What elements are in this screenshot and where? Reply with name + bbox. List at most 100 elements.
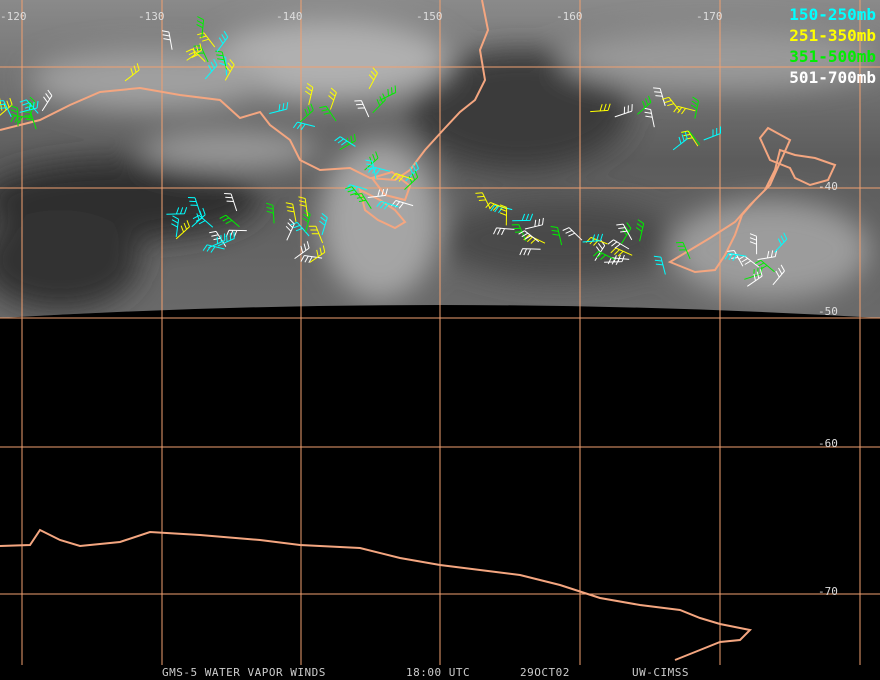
- wind-barb: [367, 166, 391, 175]
- wind-barb: [391, 200, 414, 209]
- latitude-label: -60: [818, 437, 838, 450]
- wind-barb: [208, 233, 226, 249]
- wind-barb: [367, 188, 388, 198]
- wind-barb: [662, 96, 681, 112]
- wind-barb: [185, 48, 206, 62]
- wind-barb: [171, 215, 180, 238]
- wind-barb: [225, 229, 247, 238]
- wind-barb: [475, 192, 491, 210]
- wind-barb: [594, 239, 606, 261]
- wind-barb: [727, 250, 744, 267]
- wind-barb: [269, 102, 289, 114]
- wind-barb: [285, 218, 295, 241]
- wind-barb: [166, 207, 188, 215]
- wind-barb: [673, 105, 696, 115]
- longitude-label: -140: [276, 10, 303, 23]
- legend-entry: 351-500mb: [789, 47, 876, 66]
- wind-barb: [328, 87, 337, 110]
- wind-barb: [672, 131, 688, 151]
- wind-barb: [379, 85, 397, 101]
- wind-barb: [621, 222, 632, 244]
- longitude-label: -170: [696, 10, 723, 23]
- wind-barb: [724, 252, 747, 261]
- wind-barb: [285, 202, 297, 222]
- wind-barb: [519, 248, 541, 256]
- legend-entry: 501-700mb: [789, 68, 876, 87]
- wind-barb: [23, 111, 37, 130]
- wind-barb: [523, 234, 546, 244]
- wind-barb: [217, 231, 235, 247]
- longitude-label: -130: [138, 10, 165, 23]
- wind-barb: [703, 126, 721, 141]
- wind-barb: [376, 200, 399, 210]
- wind-barb: [653, 255, 666, 275]
- wind-barb: [590, 103, 611, 113]
- wind-barb: [292, 121, 316, 131]
- wind-barb: [582, 233, 604, 243]
- wind-barb: [681, 130, 699, 147]
- footer-text: 29OCT02: [520, 666, 570, 679]
- wind-barb: [754, 259, 775, 273]
- wind-barb: [354, 100, 370, 118]
- wind-barb: [749, 233, 758, 255]
- legend-entry: 150-250mb: [789, 5, 876, 24]
- wind-barb: [635, 219, 645, 242]
- footer-text: UW-CIMSS: [632, 666, 689, 679]
- wind-barb: [372, 93, 386, 114]
- wind-barb: [690, 96, 699, 119]
- wind-barb: [391, 173, 414, 182]
- coastline: [667, 126, 837, 274]
- wind-barb: [161, 30, 173, 50]
- wind-barb: [204, 58, 218, 80]
- wind-barb: [196, 16, 205, 38]
- wind-barb: [610, 247, 633, 257]
- footer-text: GMS-5 WATER VAPOR WINDS: [162, 666, 326, 679]
- wind-barb: [653, 87, 666, 106]
- wind-barb: [124, 63, 140, 82]
- wind-barb: [550, 226, 563, 246]
- wind-barb: [345, 186, 364, 202]
- graticule: [0, 0, 880, 665]
- wind-barb: [19, 101, 39, 113]
- wind-barb: [294, 241, 310, 260]
- longitude-label: -150: [416, 10, 443, 23]
- wind-barb: [19, 99, 39, 114]
- wind-barb: [616, 223, 633, 241]
- wind-barb: [757, 249, 778, 261]
- wind-barb: [512, 213, 534, 222]
- wind-barb: [368, 67, 378, 90]
- wind-barb: [364, 151, 379, 171]
- labels: -120 -130 -140 -150 -160 -170 -40 -50 -60 -70 150-…: [0, 5, 876, 679]
- wind-barb: [308, 225, 324, 244]
- wind-barb: [562, 227, 583, 241]
- wind-barb: [339, 133, 356, 151]
- wind-barb: [485, 202, 508, 211]
- wind-barb: [300, 255, 323, 263]
- latitude-label: -70: [818, 585, 838, 598]
- wind-barb: [202, 244, 225, 253]
- latitude-label: -40: [818, 180, 838, 193]
- wind-barb: [10, 115, 33, 124]
- wind-barb: [187, 197, 202, 216]
- wind-barb: [607, 257, 630, 266]
- wind-barb: [305, 82, 314, 106]
- wind-barb: [0, 100, 12, 118]
- coastline: [0, 0, 490, 182]
- wind-barb: [774, 232, 788, 253]
- wind-barb: [607, 239, 630, 250]
- wind-barb: [186, 43, 202, 61]
- wind-barb: [175, 220, 190, 240]
- wind-barb: [404, 170, 419, 190]
- wind-barb: [499, 204, 508, 226]
- wind-barb: [192, 214, 214, 228]
- wind-barb: [511, 224, 527, 242]
- wind-barb: [219, 214, 240, 228]
- wind-barb: [772, 264, 785, 286]
- wind-barb: [637, 95, 652, 115]
- wind-barb: [744, 266, 763, 280]
- longitude-label: -160: [556, 10, 583, 23]
- latitude-label: -50: [818, 305, 838, 318]
- wind-barb: [319, 105, 337, 122]
- wind-barb: [0, 97, 3, 111]
